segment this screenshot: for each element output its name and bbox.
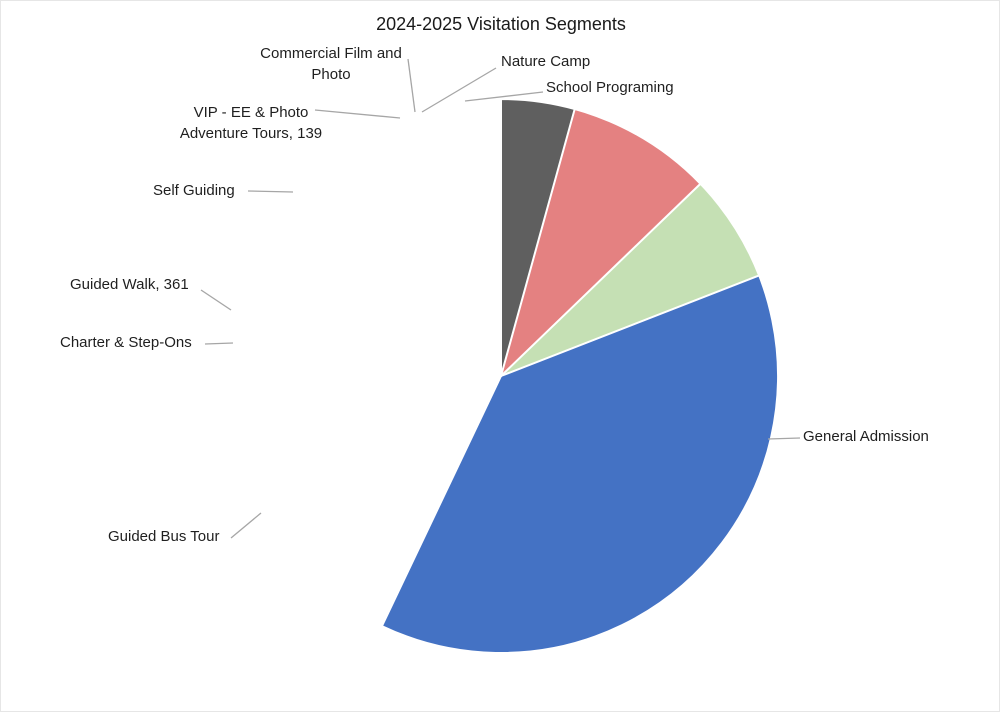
label-school-programing: School Programing [546,79,674,96]
leader-lines [200,58,801,539]
label-vip-adventure-tours: VIP - EE & Photo Adventure Tours, 139 [179,104,323,142]
leader-guided-walk [200,289,232,311]
chart-title: 2024-2025 Visitation Segments [376,14,626,34]
label-self-guiding: Self Guiding [153,182,235,199]
leader-self-guiding [247,190,294,193]
label-charter-step-ons: Charter & Step-Ons [60,334,192,351]
label-guided-walk: Guided Walk, 361 [70,276,189,293]
leader-general-admission [767,437,801,440]
pie-slices [380,97,779,654]
leader-school-programing [464,91,544,102]
leader-charter-step-ons [204,342,234,345]
label-commercial-film-photo: Commercial Film and Photo [260,45,402,83]
leader-commercial-film-photo [407,58,416,113]
label-nature-camp: Nature Camp [501,53,591,70]
leader-nature-camp [421,67,497,113]
pie-slice-school-programing [500,98,576,377]
label-general-admission: General Admission [803,428,929,445]
label-guided-bus-tour: Guided Bus Tour [108,528,220,545]
leader-guided-bus-tour [230,512,262,539]
leader-vip-adventure-tours [314,109,401,119]
